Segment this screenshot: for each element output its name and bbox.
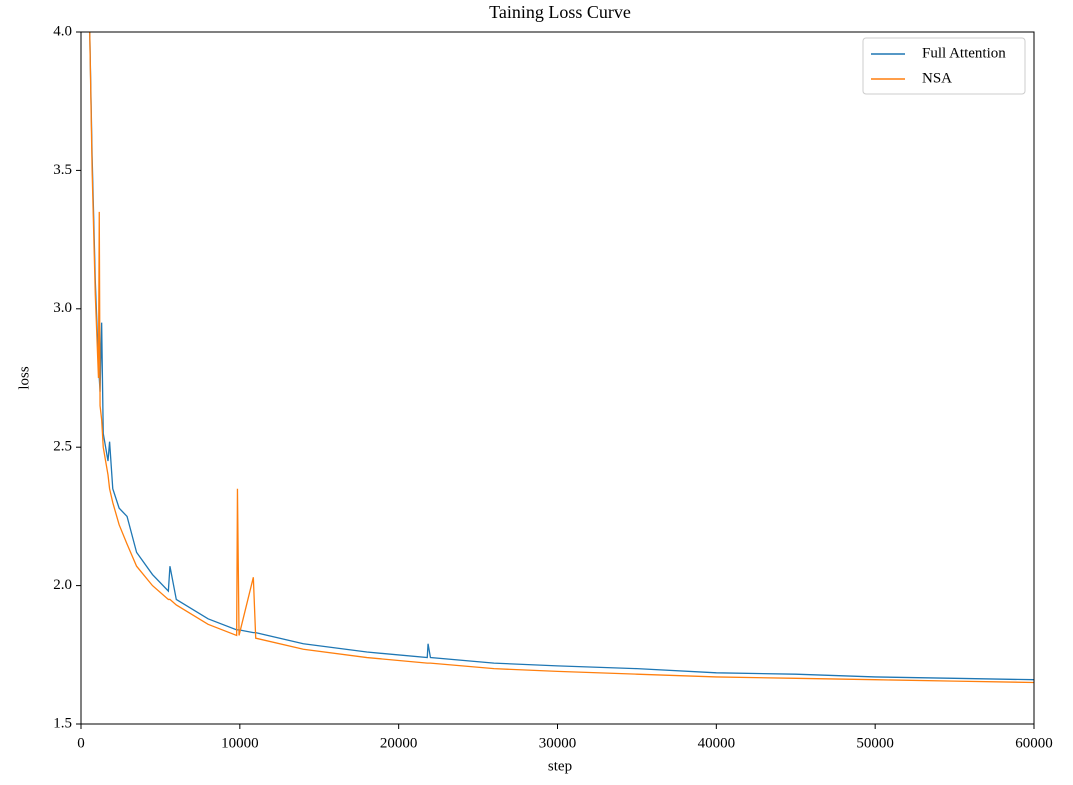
y-axis-label: loss (16, 366, 32, 390)
y-tick-label: 4.0 (53, 23, 72, 39)
legend-label: NSA (922, 70, 952, 86)
plot-frame (80, 31, 1035, 725)
x-tick-label: 20000 (380, 735, 418, 751)
legend-box (862, 37, 1026, 95)
x-axis-label: step (548, 758, 572, 774)
legend-label: Full Attention (922, 45, 1006, 61)
x-tick-label: 0 (77, 735, 85, 751)
x-tick-label: 40000 (698, 735, 736, 751)
y-tick-label: 2.0 (53, 577, 72, 593)
x-tick-label: 30000 (539, 735, 577, 751)
y-tick-label: 2.5 (53, 439, 72, 455)
y-tick-label: 3.0 (53, 300, 72, 316)
y-tick-label: 1.5 (53, 715, 72, 731)
y-tick-label: 3.5 (53, 162, 72, 178)
series-line (89, 32, 1034, 684)
plot-lines (89, 32, 1034, 684)
chart-title: Taining Loss Curve (489, 2, 631, 22)
x-tick-label: 50000 (856, 735, 894, 751)
series-line (89, 32, 1034, 681)
x-tick-label: 10000 (221, 735, 259, 751)
x-tick-label: 60000 (1015, 735, 1053, 751)
